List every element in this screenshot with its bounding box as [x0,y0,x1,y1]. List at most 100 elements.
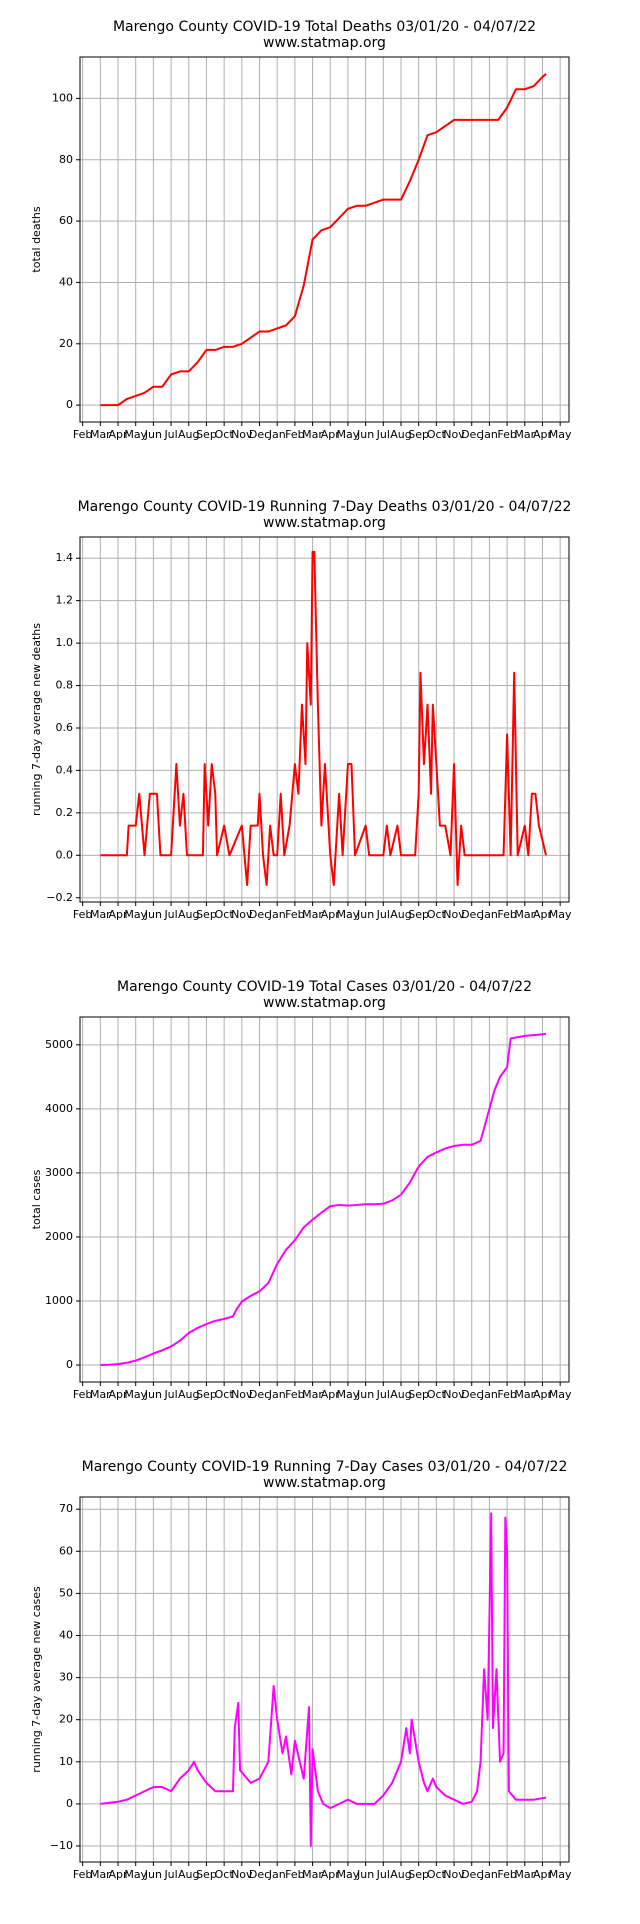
x-tick-label: May [124,908,147,921]
x-tick-label: Jan [268,1388,286,1401]
x-tick-label: Feb [497,1868,516,1881]
x-tick-label: Nov [443,1868,465,1881]
x-tick-label: Aug [178,1388,199,1401]
x-tick-label: Oct [215,1388,235,1401]
x-tick-label: Sep [196,1868,217,1881]
x-tick-label: Nov [443,1388,465,1401]
chart-title: Marengo County COVID-19 Total Deaths 03/… [113,19,536,35]
x-tick-label: Dec [249,1868,270,1881]
x-tick-label: Aug [390,428,411,441]
x-tick-label: Oct [427,1868,447,1881]
chart-panel: Marengo County COVID-19 Total Cases 03/0… [30,979,572,1401]
x-tick-label: Feb [497,1388,516,1401]
y-tick-label: 1.2 [56,594,74,607]
y-tick-label: 0.0 [56,848,74,861]
chart-title: Marengo County COVID-19 Running 7-Day Ca… [82,1459,568,1475]
plot-frame [79,1016,570,1383]
x-tick-label: Sep [408,428,429,441]
y-tick-label: 0 [66,1358,73,1371]
x-tick-label: Dec [249,1388,270,1401]
y-tick-label: 4000 [45,1102,73,1115]
data-line [100,550,547,887]
x-tick-label: May [549,908,572,921]
x-tick-label: Mar [514,1388,535,1401]
x-tick-label: Aug [178,1868,199,1881]
x-tick-label: Oct [427,908,447,921]
x-tick-label: May [549,1388,572,1401]
y-axis-label: total deaths [30,206,43,272]
x-tick-label: Feb [497,428,516,441]
x-tick-label: Feb [73,908,92,921]
x-tick-label: Nov [231,428,253,441]
x-tick-label: Jul [163,1868,177,1881]
x-tick-label: Apr [109,1388,129,1401]
x-tick-label: Jun [356,1868,374,1881]
x-tick-label: Jul [376,908,390,921]
y-axis-label: running 7-day average new cases [30,1586,43,1773]
y-tick-label: 0.6 [56,721,74,734]
y-tick-label: 0.4 [56,763,74,776]
x-tick-label: Jan [268,428,286,441]
x-tick-label: Aug [390,1388,411,1401]
x-tick-label: Aug [178,908,199,921]
x-tick-label: Dec [249,908,270,921]
x-tick-label: Jan [268,908,286,921]
x-tick-label: Mar [514,908,535,921]
y-tick-label: 2000 [45,1230,73,1243]
y-tick-label: 20 [59,337,73,350]
x-tick-label: May [337,908,360,921]
x-tick-label: Mar [90,908,111,921]
x-tick-label: Dec [461,428,482,441]
data-line [100,73,547,407]
x-tick-label: Apr [109,908,129,921]
x-tick-label: Jan [480,908,498,921]
x-tick-label: May [124,1388,147,1401]
chart-subtitle: www.statmap.org [263,995,386,1011]
y-tick-label: 0.8 [56,679,74,692]
y-tick-label: 70 [59,1502,73,1515]
x-tick-label: Nov [443,908,465,921]
x-tick-label: Oct [427,1388,447,1401]
x-tick-label: Mar [90,1868,111,1881]
y-tick-label: −0.2 [46,891,73,904]
y-tick-label: −10 [50,1839,73,1852]
data-line [100,1512,547,1847]
x-tick-label: Nov [231,908,253,921]
y-tick-label: 10 [59,1755,73,1768]
y-axis-label: total cases [30,1169,43,1229]
x-tick-label: Sep [408,908,429,921]
chart-panel: Marengo County COVID-19 Total Deaths 03/… [30,19,572,441]
x-tick-label: May [549,428,572,441]
x-tick-label: Feb [285,1868,304,1881]
x-tick-label: Oct [427,428,447,441]
x-tick-label: Nov [231,1868,253,1881]
x-tick-label: Feb [285,428,304,441]
x-tick-label: Jun [144,428,162,441]
y-tick-label: 1.4 [56,551,74,564]
y-tick-label: 40 [59,275,73,288]
x-tick-label: Mar [302,1388,323,1401]
x-tick-label: Jun [356,908,374,921]
x-tick-label: Jun [144,908,162,921]
y-tick-label: 60 [59,214,73,227]
chart-panel: Marengo County COVID-19 Running 7-Day Ca… [30,1459,572,1881]
x-tick-label: Apr [321,1868,341,1881]
x-tick-label: Jan [480,1388,498,1401]
y-tick-label: 50 [59,1586,73,1599]
x-tick-label: Mar [302,1868,323,1881]
x-tick-label: Jun [144,1388,162,1401]
x-tick-label: Apr [533,1868,553,1881]
data-line [100,1032,547,1367]
plot-frame [79,536,570,903]
x-tick-label: Mar [302,428,323,441]
x-tick-label: Feb [285,908,304,921]
y-tick-label: 5000 [45,1038,73,1051]
chart-subtitle: www.statmap.org [263,35,386,51]
y-tick-label: 20 [59,1713,73,1726]
y-tick-label: 60 [59,1544,73,1557]
y-tick-label: 40 [59,1629,73,1642]
x-tick-label: Jan [480,1868,498,1881]
y-tick-label: 0.2 [56,806,74,819]
x-tick-label: Mar [514,1868,535,1881]
